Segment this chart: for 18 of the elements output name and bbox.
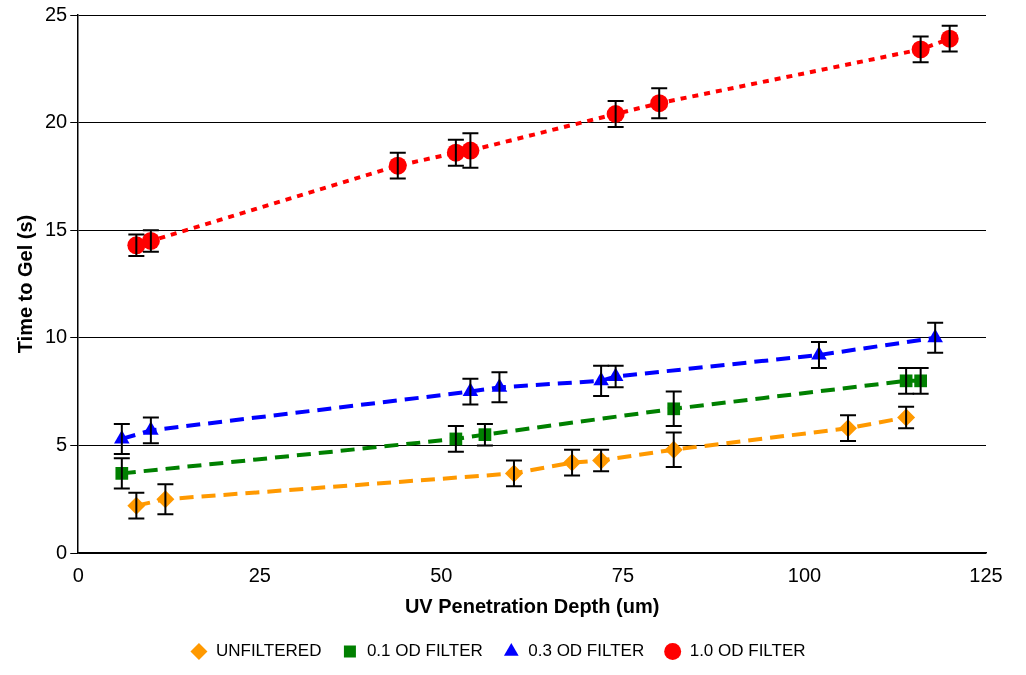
x-tick-label: 0 (72, 563, 84, 586)
legend-label: 0.3 OD FILTER (528, 641, 645, 661)
x-tick-label: 100 (787, 563, 822, 586)
legend-label: 0.1 OD FILTER (366, 641, 483, 661)
legend-label: 1.0 OD FILTER (689, 641, 806, 661)
y-axis-title: Time to Gel (s) (13, 214, 36, 354)
x-tick-label: 125 (969, 563, 1003, 586)
y-tick-label: 25 (45, 2, 68, 25)
x-tick-label: 25 (248, 563, 271, 586)
y-tick-label: 20 (45, 110, 68, 133)
x-axis-title: UV Penetration Depth (um) (404, 594, 660, 617)
y-tick-label: 5 (56, 432, 68, 455)
y-tick-label: 15 (45, 217, 68, 240)
y-tick-label: 0 (56, 540, 68, 563)
y-tick-label: 10 (45, 325, 68, 348)
legend-label: UNFILTERED (215, 641, 322, 661)
x-tick-label: 50 (430, 563, 453, 586)
x-tick-label: 75 (611, 563, 635, 586)
